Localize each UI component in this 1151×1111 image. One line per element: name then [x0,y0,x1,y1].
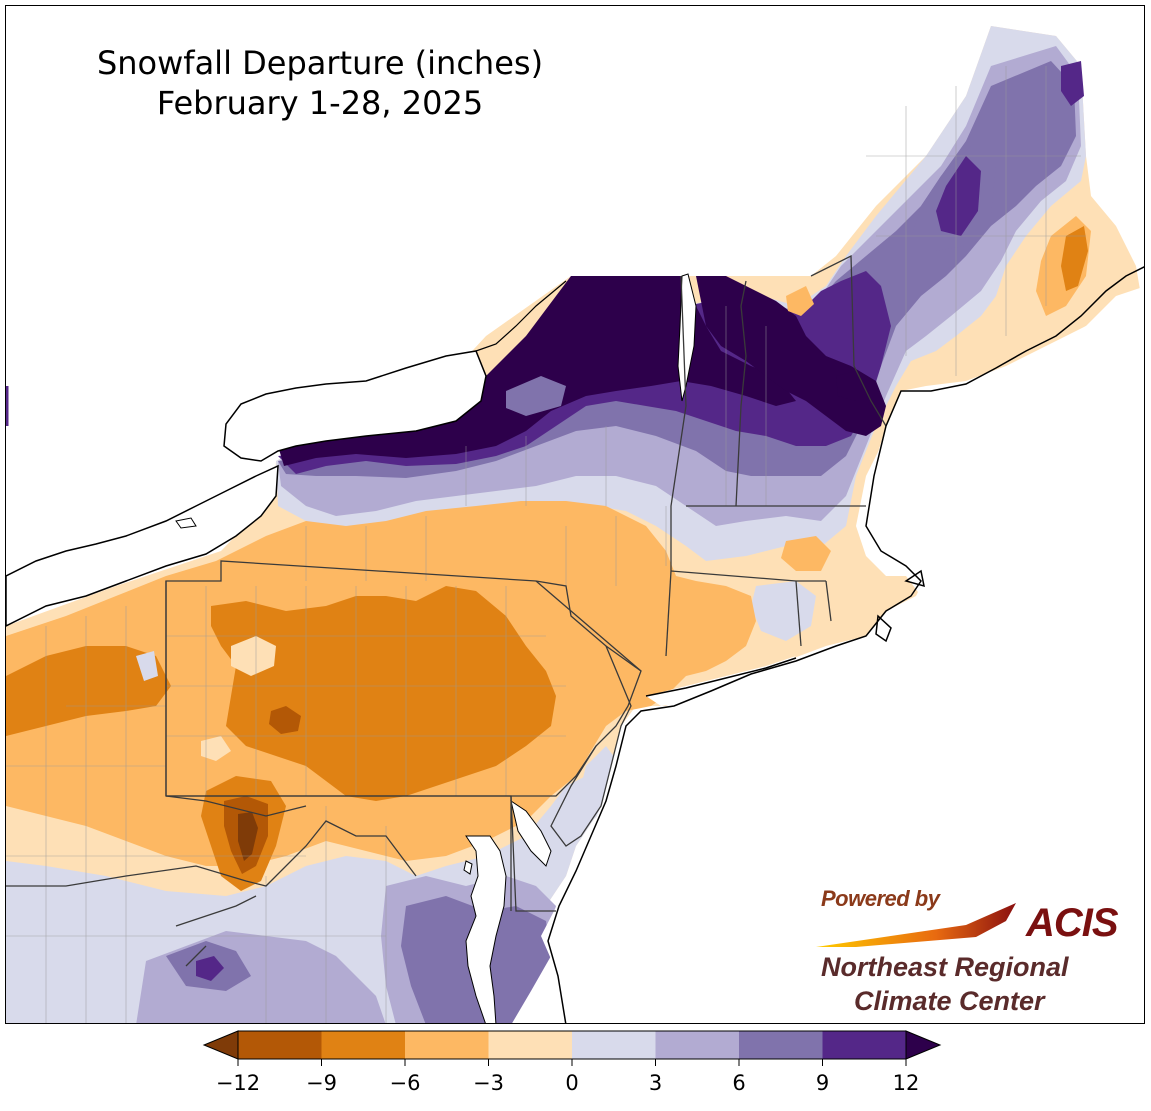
powered-by-text: Powered by [821,886,940,911]
colorbar-tick-label: 3 [649,1071,662,1095]
contour-band-9-to-12-maine [936,156,981,236]
contour-band-below--12-md [238,812,258,861]
contour-band-9-to-12-maine-ne [1061,61,1084,106]
md-border [166,795,556,912]
chesapeake-bay [465,835,507,1023]
colorbar-bin [655,1031,740,1059]
ct-ri-border [795,580,802,647]
st-lawrence-river [475,280,567,352]
contour-band--3-to-0-pa-pocket2 [201,736,231,761]
contour-band-6-to-9-ny-spot [506,376,566,416]
lake-erie [6,464,279,627]
colorbar-tick-label: 12 [893,1071,920,1095]
lake-ontario [223,350,487,462]
colorbar-tick-label: −12 [216,1071,260,1095]
colorbar-bin [739,1031,823,1059]
ny-nj-border [535,580,642,672]
contour-band--6-to--3-nh [786,286,814,316]
acis-swoosh-icon [816,903,1016,947]
colorbar-tick-label: 9 [816,1071,829,1095]
contour-band--9-to--6-central [211,586,556,801]
wv-va-border [6,820,417,887]
nrcc-name-line2: Climate Center [854,986,1045,1016]
colorbar-bin [822,1031,907,1059]
acis-wordmark: ACIS [1026,901,1119,945]
colorbar-under-arrow [202,1030,239,1060]
contour-band--12-to--9-pa [269,706,301,734]
colorbar-tick-label: −9 [306,1071,337,1095]
snowfall-departure-map [6,26,1144,1023]
colorbar-tick-label: 6 [732,1071,745,1095]
delaware-bay [510,799,552,867]
state-borders [6,254,887,967]
colorbar-tick-label: −6 [390,1071,421,1095]
contour-band--3-to-0-pa-pocket [231,636,276,676]
contour-band-9-to-12-wv [196,956,224,981]
wv-md-border [165,795,307,817]
colorbar-tick-label: 0 [565,1071,578,1095]
map-panel: Snowfall Departure (inches) February 1-2… [5,5,1145,1024]
ri-ma-border [825,580,832,622]
nrcc-name-line1: Northeast Regional [821,952,1069,982]
vt-nh-border [735,280,747,507]
colorbar-bin [405,1031,489,1059]
nh-me-border [810,254,887,427]
county-borders [6,66,1086,1023]
atlantic-ocean [541,286,1144,1023]
nj-outline [550,645,632,847]
colorbar-tick-label: −3 [473,1071,504,1095]
map-title: Snowfall Departure (inches) [96,44,544,82]
colorbar-legend: −12 −9 −6 −3 0 3 6 9 12 [202,1030,942,1095]
contour-band-0-to-3-pa-west [136,651,158,681]
contour-band-above-12-me-coast [836,371,866,401]
contour-band--9-to--6-me [1061,226,1088,291]
colorbar-over-arrow [905,1030,942,1060]
contour-band--6-to--3-ma [781,536,831,571]
long-island-sound [646,656,796,706]
va-wv-west [175,895,257,967]
colorbar-bin [572,1031,656,1059]
colorbar-bin [238,1031,322,1059]
contour-band--9-to--6-west [6,646,171,736]
islands [175,517,473,875]
colorbar-bin [321,1031,406,1059]
map-subtitle-date: February 1-28, 2025 [156,84,484,122]
coastline [547,266,1144,1023]
colorbar-bin [488,1031,573,1059]
contour-band-above-12-ny [278,276,796,466]
ny-vt-border [670,275,687,571]
ny-ct-border [665,570,672,657]
